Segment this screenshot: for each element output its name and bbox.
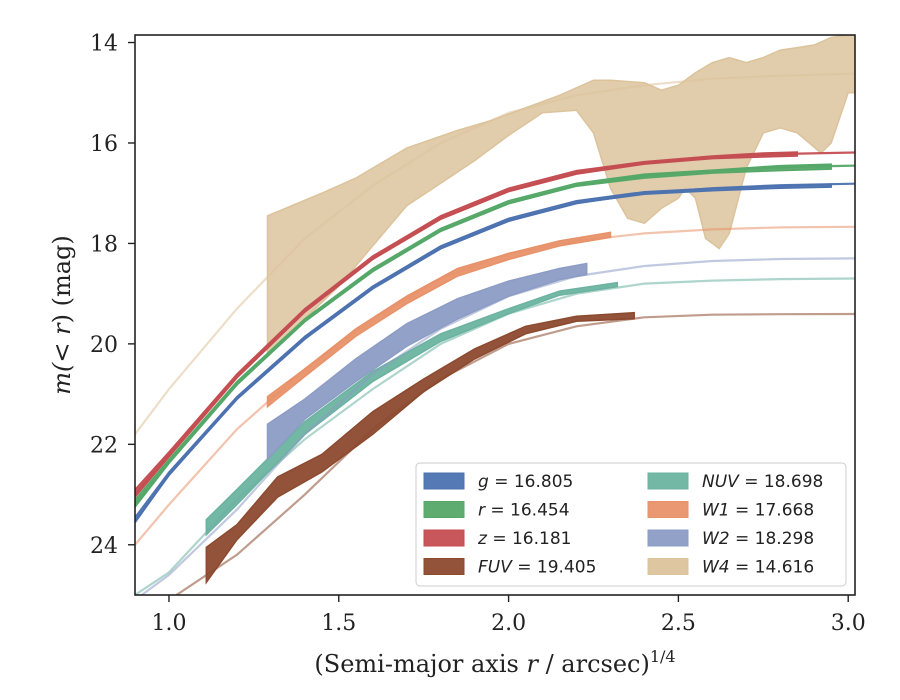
y-tick-label: 16 — [90, 132, 118, 157]
x-axis: 1.0 1.5 2.0 2.5 3.0 — [151, 595, 866, 636]
y-axis-label: m(< r) (mag) — [48, 235, 76, 395]
model-curve-r — [135, 164, 855, 506]
legend-swatch — [647, 529, 689, 547]
legend-label: z = 16.181 — [477, 529, 571, 549]
x-axis-label-mid: / arcsec) — [538, 650, 650, 678]
legend: g = 16.805 r = 16.454 z = 16.181 FUV = 19.4… — [415, 462, 847, 587]
model-curves-layer — [135, 72, 855, 595]
model-curve-nuv — [135, 277, 855, 595]
x-axis-label-sup: 1/4 — [650, 647, 676, 666]
y-tick-label: 24 — [90, 534, 118, 559]
model-curve-z — [135, 151, 855, 496]
x-axis-label-var: r — [526, 650, 539, 678]
legend-label: NUV = 18.698 — [702, 472, 823, 492]
x-tick-label: 3.0 — [831, 611, 866, 636]
y-axis-label-var: < r — [48, 322, 76, 363]
y-tick-label: 22 — [90, 433, 118, 458]
x-axis-label-prefix: (Semi-major axis — [314, 650, 526, 678]
model-curve-g — [135, 182, 855, 523]
legend-label: W2 = 18.298 — [702, 529, 814, 549]
y-tick-label: 14 — [90, 32, 118, 57]
model-curve-fuv — [174, 312, 855, 595]
legend-label: W1 = 17.668 — [702, 501, 814, 521]
legend-frame — [415, 462, 847, 587]
x-tick-label: 1.5 — [321, 611, 356, 636]
band-w4 — [266, 35, 855, 359]
legend-swatch — [647, 501, 689, 518]
legend-swatch — [423, 529, 465, 547]
legend-swatch — [647, 472, 689, 490]
legend-label: FUV = 19.405 — [478, 558, 596, 578]
plot-frame — [134, 34, 856, 596]
y-axis: 14 16 18 20 22 24 — [90, 32, 135, 559]
legend-swatch — [647, 558, 689, 575]
legend-label: g = 16.805 — [478, 472, 573, 492]
y-tick-label: 20 — [90, 333, 118, 358]
model-curve-w4 — [135, 72, 855, 435]
legend-swatch — [423, 501, 465, 518]
x-tick-label: 2.5 — [661, 611, 696, 636]
y-axis-label-prefix: m( — [48, 362, 76, 395]
legend-label: W4 = 14.616 — [702, 558, 814, 578]
model-curve-w2 — [139, 257, 855, 595]
model-curve-w1 — [135, 225, 855, 546]
x-tick-label: 2.0 — [491, 611, 526, 636]
legend-swatch — [423, 558, 465, 575]
legend-label: r = 16.454 — [478, 501, 570, 521]
legend-swatch — [423, 472, 465, 490]
y-tick-label: 18 — [90, 232, 118, 257]
x-tick-label: 1.0 — [151, 611, 186, 636]
y-axis-label-suffix: ) (mag) — [48, 235, 76, 323]
x-axis-label: (Semi-major axis r / arcsec)1/4 — [314, 647, 675, 678]
